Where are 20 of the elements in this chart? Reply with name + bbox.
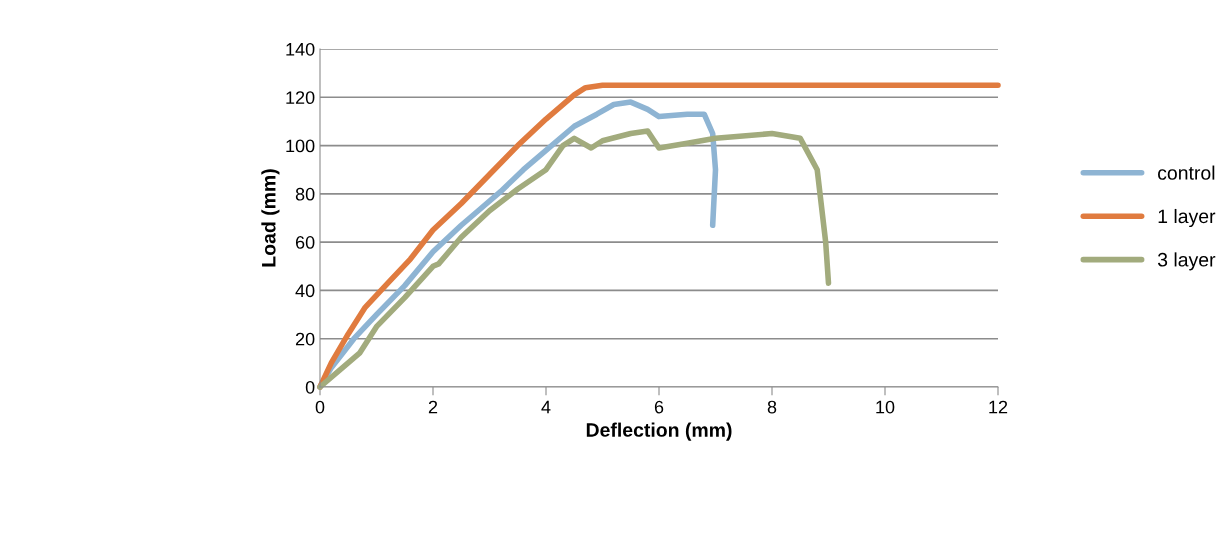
y-tick-label: 120	[286, 91, 315, 105]
x-tick-label: 8	[767, 400, 777, 414]
x-tick-label: 4	[541, 400, 551, 414]
x-tick-label: 0	[315, 400, 325, 414]
legend-label: control	[1158, 165, 1215, 180]
y-tick-label: 80	[295, 187, 315, 201]
legend-label: 1 layer	[1158, 208, 1216, 228]
legend-label: 3 layer	[1157, 252, 1216, 271]
x-tick-label: 10	[876, 400, 895, 414]
x-tick-label: 6	[654, 400, 664, 414]
y-axis-title: Load (mm)	[261, 169, 280, 267]
y-tick-label: 100	[286, 139, 315, 153]
x-tick-label: 12	[989, 400, 1008, 414]
y-tick-label: 0	[305, 380, 315, 394]
x-tick-label: 2	[428, 400, 438, 414]
y-tick-label: 20	[295, 332, 315, 346]
y-tick-label: 60	[295, 236, 315, 249]
x-axis-title: Deflection (mm)	[586, 422, 732, 441]
y-tick-label: 140	[286, 42, 315, 56]
y-tick-label: 40	[295, 284, 315, 298]
